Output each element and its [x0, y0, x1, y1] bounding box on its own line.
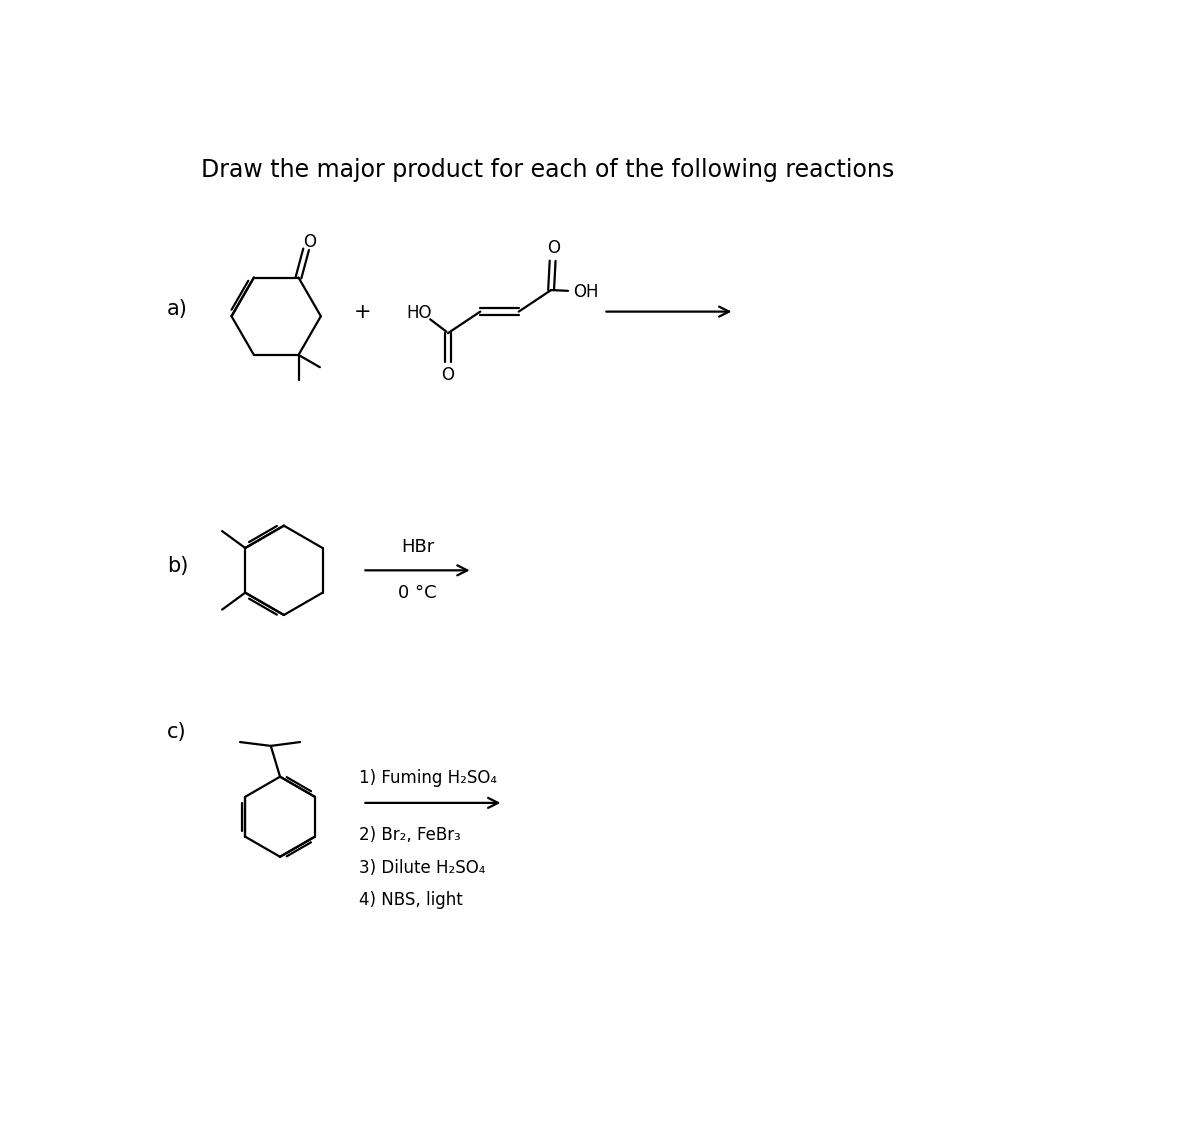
Text: O: O [440, 365, 454, 383]
Text: O: O [304, 232, 317, 251]
Text: 1) Fuming H₂SO₄: 1) Fuming H₂SO₄ [359, 769, 497, 787]
Text: 4) NBS, light: 4) NBS, light [359, 891, 462, 909]
Text: b): b) [167, 556, 188, 576]
Text: +: + [354, 303, 371, 323]
Text: OH: OH [572, 282, 598, 300]
Text: O: O [547, 240, 560, 258]
Text: HBr: HBr [401, 538, 434, 556]
Text: 0 °C: 0 °C [398, 584, 437, 602]
Text: a): a) [167, 298, 187, 318]
Text: Draw the major product for each of the following reactions: Draw the major product for each of the f… [200, 158, 894, 182]
Text: HO: HO [406, 304, 432, 322]
Text: 2) Br₂, FeBr₃: 2) Br₂, FeBr₃ [359, 826, 461, 844]
Text: c): c) [167, 722, 186, 742]
Text: 3) Dilute H₂SO₄: 3) Dilute H₂SO₄ [359, 859, 485, 877]
